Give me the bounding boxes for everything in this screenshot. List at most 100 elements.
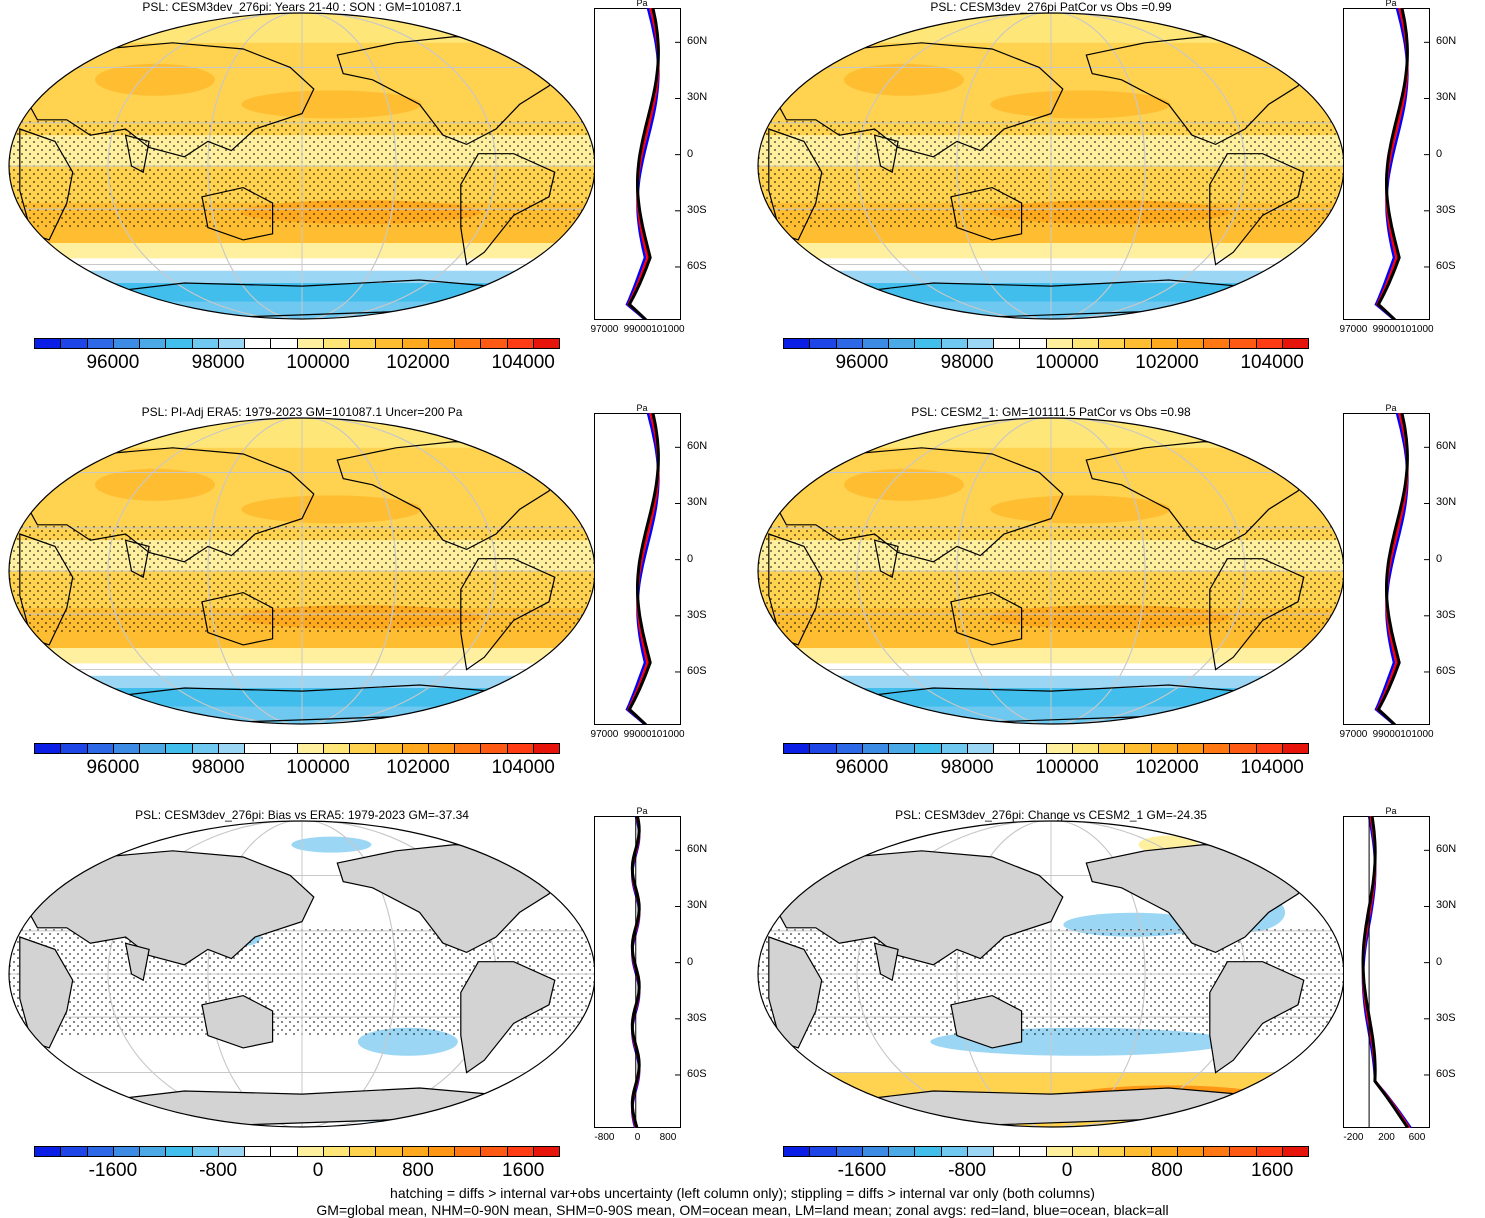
colorbar-swatch: [967, 339, 994, 348]
colorbar-swatch: [1072, 339, 1099, 348]
zonal-lat-label: 0: [1436, 552, 1443, 565]
zonal-lat-label: 60S: [1436, 259, 1456, 272]
panel-title: PSL: CESM3dev_276pi: Change vs CESM2_1 G…: [895, 808, 1207, 822]
zonal-lat-label: 30S: [687, 608, 707, 621]
colorbar-swatch: [533, 744, 559, 753]
colorbar-swatch: [455, 1147, 482, 1156]
colorbar-label: 98000: [940, 352, 994, 373]
colorbar-swatch: [297, 339, 324, 348]
zonal-lat-label: 30S: [1436, 1011, 1456, 1024]
zonal-x-tick-label: 101000: [651, 729, 685, 740]
colorbar-swatch: [889, 744, 916, 753]
map-field: [758, 418, 1344, 724]
zonal-lat-label: 60N: [687, 843, 708, 856]
colorbar-swatch: [245, 744, 272, 753]
zonal-x-tick-label: 800: [659, 1132, 677, 1143]
colorbar-swatch: [1099, 339, 1126, 348]
colorbar-swatch: [140, 744, 167, 753]
continent-australia: [950, 994, 1023, 1049]
zonal-curve-all: [1376, 413, 1409, 725]
zonal-x-tick-label: 99000: [623, 324, 652, 335]
colorbar-swatch: [1099, 744, 1126, 753]
zonal-lat-label: 30S: [1436, 608, 1456, 621]
colorbar-swatch: [1046, 339, 1073, 348]
colorbar-label: 96000: [835, 757, 889, 778]
zonal-x-tick-label: -800: [594, 1132, 615, 1143]
colorbar-swatch: [784, 744, 811, 753]
zonal-average-plot: [1343, 413, 1430, 725]
colorbar-swatch: [915, 339, 942, 348]
continent-asia: [773, 42, 1064, 158]
colorbar-swatch: [1230, 744, 1257, 753]
colorbar-label: 0: [312, 1160, 324, 1181]
zonal-average-plot: [1343, 816, 1430, 1128]
zonal-x-tick-label: 0: [634, 1132, 641, 1143]
colorbar-swatch: [192, 744, 219, 753]
zonal-unit: Pa: [1385, 403, 1397, 413]
colorbar-label: 98000: [940, 757, 994, 778]
colorbar-swatch: [941, 1147, 968, 1156]
panel-title: PSL: CESM3dev_276pi: Years 21-40 : SON :…: [142, 0, 462, 14]
colorbar-swatch: [113, 1147, 140, 1156]
zonal-x-tick-label: -200: [1343, 1132, 1364, 1143]
map-field: [9, 821, 595, 1127]
zonal-x-tick-label: 99000: [1372, 729, 1401, 740]
zonal-lat-label: 30N: [1436, 496, 1457, 509]
colorbar-swatch: [994, 744, 1021, 753]
continent-africa: [19, 128, 74, 241]
panel-title: PSL: CESM3dev_276pi PatCor vs Obs =0.99: [930, 0, 1172, 14]
map-field: [758, 821, 1344, 1127]
colorbar-swatch: [1256, 339, 1283, 348]
colorbar-label: -1600: [837, 1160, 887, 1181]
zonal-lat-label: 30N: [1436, 899, 1457, 912]
colorbar-swatch: [941, 339, 968, 348]
colorbar-swatch: [1282, 339, 1308, 348]
colorbar-swatch: [994, 1147, 1021, 1156]
zonal-lat-label: 0: [687, 552, 694, 565]
colorbar-swatch: [61, 339, 88, 348]
zonal-lat-label: 30N: [687, 899, 708, 912]
zonal-lat-label: 60N: [687, 35, 708, 48]
colorbar-swatch: [1099, 1147, 1126, 1156]
colorbar-swatch: [836, 339, 863, 348]
colorbar-label: 104000: [1240, 352, 1304, 373]
zonal-x-tick-label: 200: [1378, 1132, 1395, 1143]
colorbar-swatch: [376, 339, 403, 348]
colorbar-swatch: [455, 744, 482, 753]
continent-india: [124, 539, 150, 579]
map-field: [758, 13, 1344, 319]
colorbar-label: 100000: [1035, 757, 1099, 778]
zonal-lat-label: 60N: [1436, 35, 1457, 48]
zonal-lat-label: 0: [687, 955, 694, 968]
zonal-lat-label: 30N: [1436, 91, 1457, 104]
colorbar-swatch: [533, 1147, 559, 1156]
colorbar-label: -800: [199, 1160, 238, 1181]
continent-samerica: [460, 961, 556, 1074]
colorbar-swatch: [61, 744, 88, 753]
colorbar-swatch: [140, 1147, 167, 1156]
colorbar-label: -1600: [88, 1160, 138, 1181]
colorbar-swatch: [61, 1147, 88, 1156]
colorbar-swatch: [1204, 744, 1231, 753]
map-field: [9, 418, 595, 724]
zonal-unit: Pa: [636, 806, 648, 816]
colorbar-swatch: [810, 1147, 837, 1156]
colorbar-swatch: [87, 339, 114, 348]
zonal-x-tick-label: 97000: [590, 324, 619, 335]
colorbar-swatch: [862, 744, 889, 753]
zonal-curve-all: [1361, 816, 1410, 1128]
zonal-average-plot: [594, 8, 681, 320]
colorbar-label: 800: [1151, 1160, 1183, 1181]
colorbar-swatch: [218, 1147, 245, 1156]
colorbar-swatch: [402, 1147, 429, 1156]
colorbar-swatch: [297, 744, 324, 753]
world-map: [757, 12, 1345, 320]
colorbar: [783, 743, 1309, 754]
colorbar-label: 96000: [835, 352, 889, 373]
colorbar: [34, 1146, 560, 1157]
colorbar-swatch: [810, 339, 837, 348]
colorbar-swatch: [1125, 1147, 1152, 1156]
continent-samerica: [1209, 153, 1305, 266]
continent-asia: [773, 447, 1064, 563]
colorbar-label: 102000: [1135, 757, 1199, 778]
